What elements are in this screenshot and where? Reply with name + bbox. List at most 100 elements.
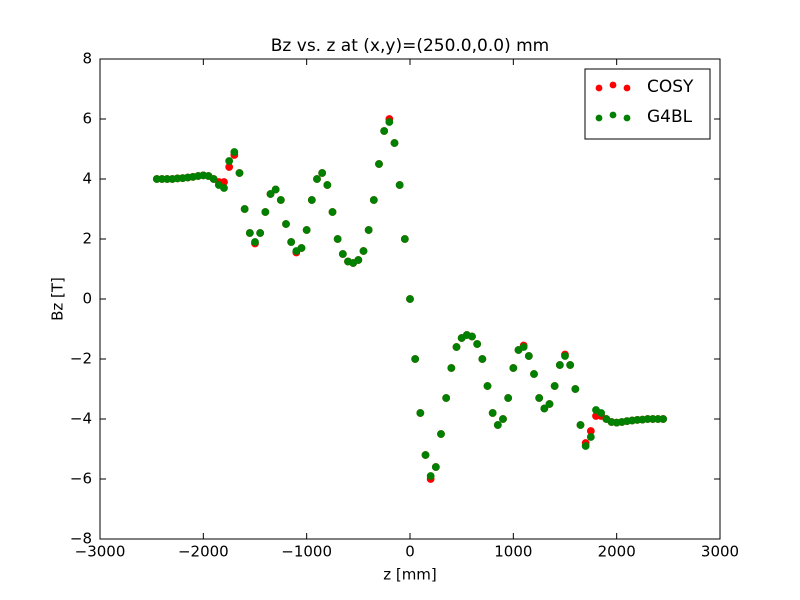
point <box>447 364 456 372</box>
y-tick-label: −8 <box>70 530 92 548</box>
legend-marker <box>623 114 631 122</box>
chart-title: Bz vs. z at (x,y)=(250.0,0.0) mm <box>271 36 549 56</box>
point <box>302 226 311 234</box>
point <box>473 340 482 348</box>
y-tick-label: 8 <box>82 50 92 68</box>
point <box>550 382 559 390</box>
point <box>400 235 409 243</box>
point <box>245 229 254 237</box>
legend-label: COSY <box>647 77 694 97</box>
point <box>364 226 373 234</box>
point <box>499 415 507 423</box>
point <box>519 343 528 351</box>
point <box>576 421 585 429</box>
point <box>524 352 533 360</box>
point <box>338 250 347 258</box>
point <box>478 355 487 363</box>
point <box>333 235 342 243</box>
point <box>509 364 518 372</box>
x-axis-label: z [mm] <box>383 566 437 584</box>
x-tick-label: 3000 <box>701 543 739 561</box>
point <box>535 394 544 402</box>
x-tick-label: 1000 <box>494 543 532 561</box>
point <box>395 181 404 189</box>
x-tick-label: −3000 <box>75 543 126 561</box>
point <box>411 355 420 363</box>
legend-label: G4BL <box>647 107 693 127</box>
point <box>287 238 296 246</box>
x-tick-label: −2000 <box>178 543 229 561</box>
legend-marker <box>595 114 603 122</box>
point <box>571 385 580 393</box>
point <box>276 196 285 204</box>
point <box>225 157 234 165</box>
point <box>483 382 492 390</box>
point <box>530 370 538 378</box>
point <box>266 190 275 198</box>
y-tick-label: 0 <box>82 290 92 308</box>
point <box>209 175 218 183</box>
point <box>566 361 575 369</box>
point <box>359 247 368 255</box>
y-tick-label: 2 <box>82 230 92 248</box>
point <box>561 352 569 360</box>
point <box>307 196 316 204</box>
point <box>468 332 476 341</box>
point <box>406 295 414 303</box>
y-tick-label: −6 <box>70 470 92 488</box>
point <box>452 343 461 351</box>
point <box>282 220 290 228</box>
point <box>297 244 306 252</box>
point <box>597 409 606 417</box>
point <box>437 430 445 438</box>
point <box>271 185 280 194</box>
point <box>369 196 378 204</box>
point <box>354 256 363 264</box>
point <box>328 208 337 216</box>
point <box>659 415 668 423</box>
point <box>442 394 451 402</box>
y-tick-label: 6 <box>82 110 92 128</box>
point <box>251 238 259 246</box>
y-tick-label: −2 <box>70 350 92 368</box>
legend-box <box>584 68 711 140</box>
legend-marker <box>623 84 631 92</box>
point <box>385 118 394 126</box>
y-tick-label: 4 <box>82 170 92 188</box>
point <box>586 433 595 441</box>
point <box>555 361 564 369</box>
x-tick-label: −1000 <box>281 543 332 561</box>
point <box>240 205 249 213</box>
x-tick-label: 2000 <box>598 543 636 561</box>
legend-marker <box>595 84 603 92</box>
point <box>318 169 327 177</box>
point <box>390 139 399 147</box>
point <box>375 160 383 168</box>
x-tick-label: 0 <box>405 543 415 561</box>
y-tick-label: −4 <box>70 410 92 428</box>
point <box>493 421 502 429</box>
legend-marker <box>609 81 617 89</box>
point <box>380 127 389 135</box>
point <box>235 169 244 177</box>
plot-frame <box>99 58 721 540</box>
y-axis-label: Bz [T] <box>49 277 67 321</box>
point <box>323 181 332 189</box>
point <box>421 451 430 459</box>
point <box>431 463 440 471</box>
point <box>220 184 228 192</box>
point <box>488 409 497 417</box>
point <box>504 394 513 402</box>
point <box>261 208 270 216</box>
point <box>313 175 321 183</box>
point <box>581 442 590 450</box>
legend-marker <box>609 111 617 119</box>
point <box>416 409 425 417</box>
point <box>545 400 554 408</box>
point <box>230 148 239 156</box>
point <box>540 404 549 413</box>
point <box>256 229 265 237</box>
point <box>426 472 435 480</box>
